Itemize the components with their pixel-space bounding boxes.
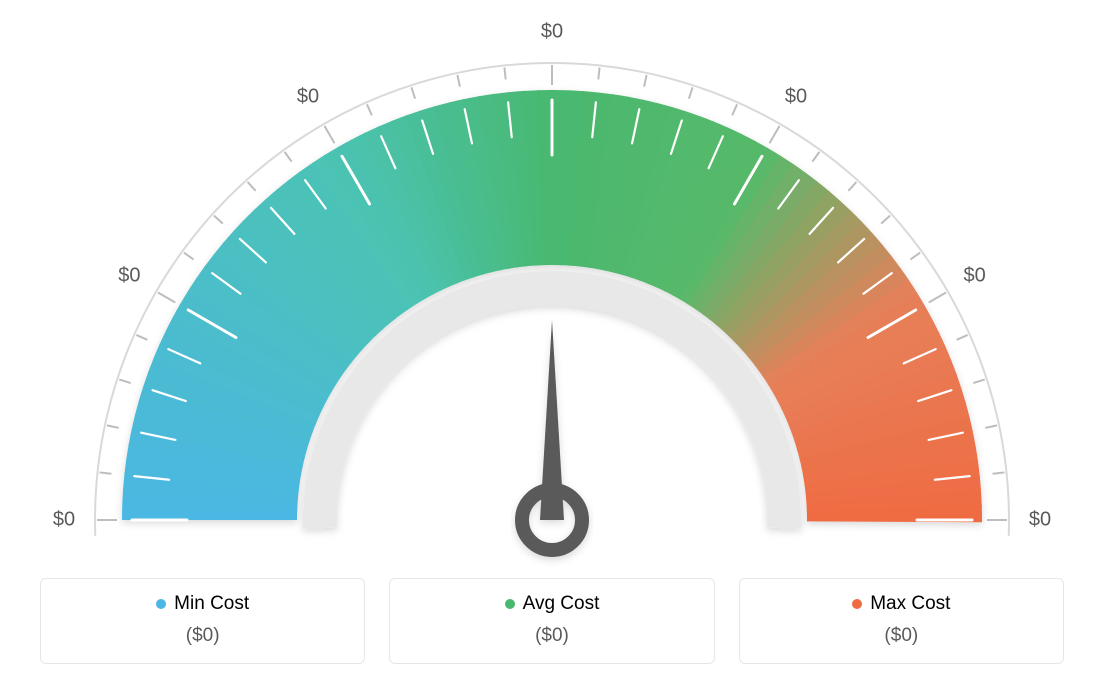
legend-title-avg: Avg Cost [505, 593, 600, 615]
legend-dot-min [156, 599, 166, 609]
legend-label-avg: Avg Cost [523, 593, 600, 615]
legend-title-min: Min Cost [156, 593, 249, 615]
legend-card-max: Max Cost ($0) [739, 578, 1064, 664]
legend-label-min: Min Cost [174, 593, 249, 615]
legend-card-avg: Avg Cost ($0) [389, 578, 714, 664]
gauge-tick-label: $0 [297, 86, 319, 109]
gauge-chart: $0 $0 $0 $0 $0 $0 $0 [30, 10, 1074, 570]
legend-value-max: ($0) [750, 625, 1053, 647]
legend-label-max: Max Cost [870, 593, 950, 615]
legend-dot-max [852, 599, 862, 609]
gauge-tick-label: $0 [118, 265, 140, 288]
gauge-tick-label: $0 [963, 265, 985, 288]
gauge-tick-label: $0 [541, 21, 563, 44]
legend-card-min: Min Cost ($0) [40, 578, 365, 664]
legend-row: Min Cost ($0) Avg Cost ($0) Max Cost ($0… [30, 578, 1074, 664]
gauge-tick-label: $0 [1029, 509, 1051, 532]
legend-value-avg: ($0) [400, 625, 703, 647]
gauge-tick-label: $0 [785, 86, 807, 109]
legend-value-min: ($0) [51, 625, 354, 647]
gauge-cost-widget: $0 $0 $0 $0 $0 $0 $0 Min Cost ($0) Avg Cost ($… [0, 0, 1104, 690]
legend-title-max: Max Cost [852, 593, 950, 615]
gauge-tick-label: $0 [53, 509, 75, 532]
legend-dot-avg [505, 599, 515, 609]
gauge-svg [30, 10, 1074, 570]
